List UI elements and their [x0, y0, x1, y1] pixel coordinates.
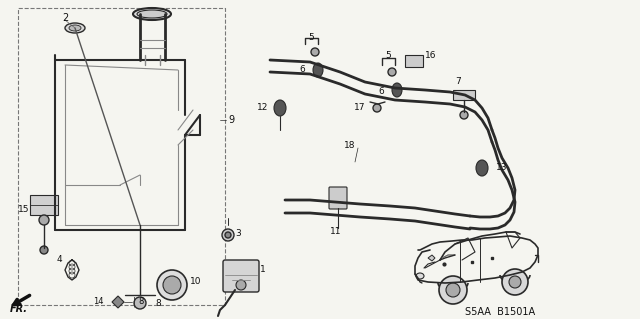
Bar [453, 90, 475, 100]
Text: 6: 6 [378, 87, 384, 97]
Circle shape [373, 104, 381, 112]
Text: 4: 4 [57, 256, 63, 264]
Ellipse shape [137, 10, 167, 18]
Circle shape [439, 276, 467, 304]
Ellipse shape [69, 25, 81, 31]
Text: 17: 17 [353, 103, 365, 113]
Text: 1: 1 [260, 265, 266, 275]
Text: 15: 15 [18, 205, 29, 214]
Text: 5: 5 [308, 33, 314, 42]
Text: 13: 13 [496, 164, 508, 173]
Text: 16: 16 [425, 50, 436, 60]
Circle shape [222, 229, 234, 241]
Polygon shape [112, 296, 124, 308]
Circle shape [502, 269, 528, 295]
Text: 5: 5 [385, 51, 391, 61]
FancyBboxPatch shape [329, 187, 347, 209]
Text: 11: 11 [330, 227, 342, 236]
Text: 10: 10 [190, 278, 202, 286]
Text: 8: 8 [138, 298, 143, 307]
Bar [30, 195, 58, 215]
Text: 18: 18 [344, 140, 355, 150]
Circle shape [460, 111, 468, 119]
Circle shape [157, 270, 187, 300]
Text: FR.: FR. [10, 304, 28, 314]
Circle shape [509, 276, 521, 288]
Text: 2: 2 [62, 13, 68, 23]
Circle shape [163, 276, 181, 294]
Ellipse shape [392, 83, 402, 97]
Text: |: | [133, 297, 136, 307]
Bar [405, 55, 423, 67]
Circle shape [39, 215, 49, 225]
Circle shape [446, 283, 460, 297]
Circle shape [388, 68, 396, 76]
Ellipse shape [476, 160, 488, 176]
Text: 7: 7 [455, 78, 461, 86]
Ellipse shape [313, 63, 323, 77]
Ellipse shape [133, 8, 171, 20]
FancyBboxPatch shape [223, 260, 259, 292]
Ellipse shape [274, 100, 286, 116]
Circle shape [134, 297, 146, 309]
Circle shape [40, 246, 48, 254]
Circle shape [311, 48, 319, 56]
Ellipse shape [416, 273, 424, 279]
Text: 14: 14 [93, 296, 104, 306]
Circle shape [225, 232, 231, 238]
Text: 6: 6 [300, 65, 305, 75]
Text: 9: 9 [228, 115, 234, 125]
Bar [18, 8, 225, 305]
Ellipse shape [65, 23, 85, 33]
Circle shape [236, 280, 246, 290]
Text: S5AA  B1501A: S5AA B1501A [465, 307, 535, 317]
Polygon shape [428, 255, 435, 261]
Text: 3: 3 [235, 228, 241, 238]
Text: 12: 12 [257, 103, 268, 113]
Text: 8: 8 [155, 299, 161, 308]
